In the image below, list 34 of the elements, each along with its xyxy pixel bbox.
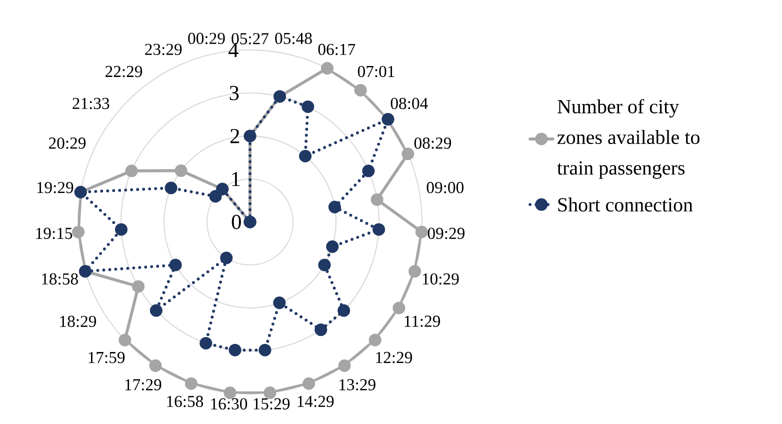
y-tick-label: 4 bbox=[228, 43, 238, 58]
spoke-label: 18:58 bbox=[42, 273, 78, 285]
spoke-label: 16:58 bbox=[167, 396, 204, 408]
spoke-label: 21:33 bbox=[72, 98, 110, 110]
spoke-label: 17:29 bbox=[125, 379, 162, 390]
spoke-label: 08:29 bbox=[414, 138, 452, 149]
spoke-label: 05:48 bbox=[275, 32, 312, 44]
spoke-label: 16:30 bbox=[211, 398, 248, 410]
spoke-label: 23:29 bbox=[145, 44, 182, 56]
spoke-label: 12:29 bbox=[376, 352, 412, 364]
spoke-label: 05:27 bbox=[232, 33, 269, 44]
legend-label: Short connection bbox=[558, 198, 693, 212]
spoke-label: 19:29 bbox=[37, 182, 74, 194]
y-tick-label: 1 bbox=[232, 172, 240, 186]
spoke-label: 13:29 bbox=[340, 379, 376, 390]
y-tick-label: 3 bbox=[230, 86, 239, 100]
spoke-label: 09:00 bbox=[426, 182, 464, 194]
spoke-label: 07:01 bbox=[358, 66, 394, 78]
legend-label: Number of city zones available to train passengers bbox=[557, 99, 700, 179]
spoke-label: 15:29 bbox=[254, 398, 290, 410]
spoke-label: 00:29 bbox=[188, 32, 225, 44]
spoke-label: 17:59 bbox=[88, 352, 125, 364]
spoke-label: 19:15 bbox=[36, 228, 72, 240]
spoke-label: 18:29 bbox=[60, 316, 96, 328]
y-tick-label: 2 bbox=[230, 128, 240, 144]
spoke-label: 08:04 bbox=[390, 98, 428, 110]
y-tick-label: 0 bbox=[232, 214, 241, 230]
spoke-label: 22:29 bbox=[106, 66, 142, 78]
spoke-label: 14:29 bbox=[298, 396, 334, 408]
spoke-label: 11:29 bbox=[404, 316, 440, 327]
spoke-label: 10:29 bbox=[422, 273, 459, 285]
spoke-label: 09:29 bbox=[428, 228, 464, 240]
spoke-label: 20:29 bbox=[49, 138, 86, 149]
spoke-label: 06:17 bbox=[318, 44, 356, 56]
